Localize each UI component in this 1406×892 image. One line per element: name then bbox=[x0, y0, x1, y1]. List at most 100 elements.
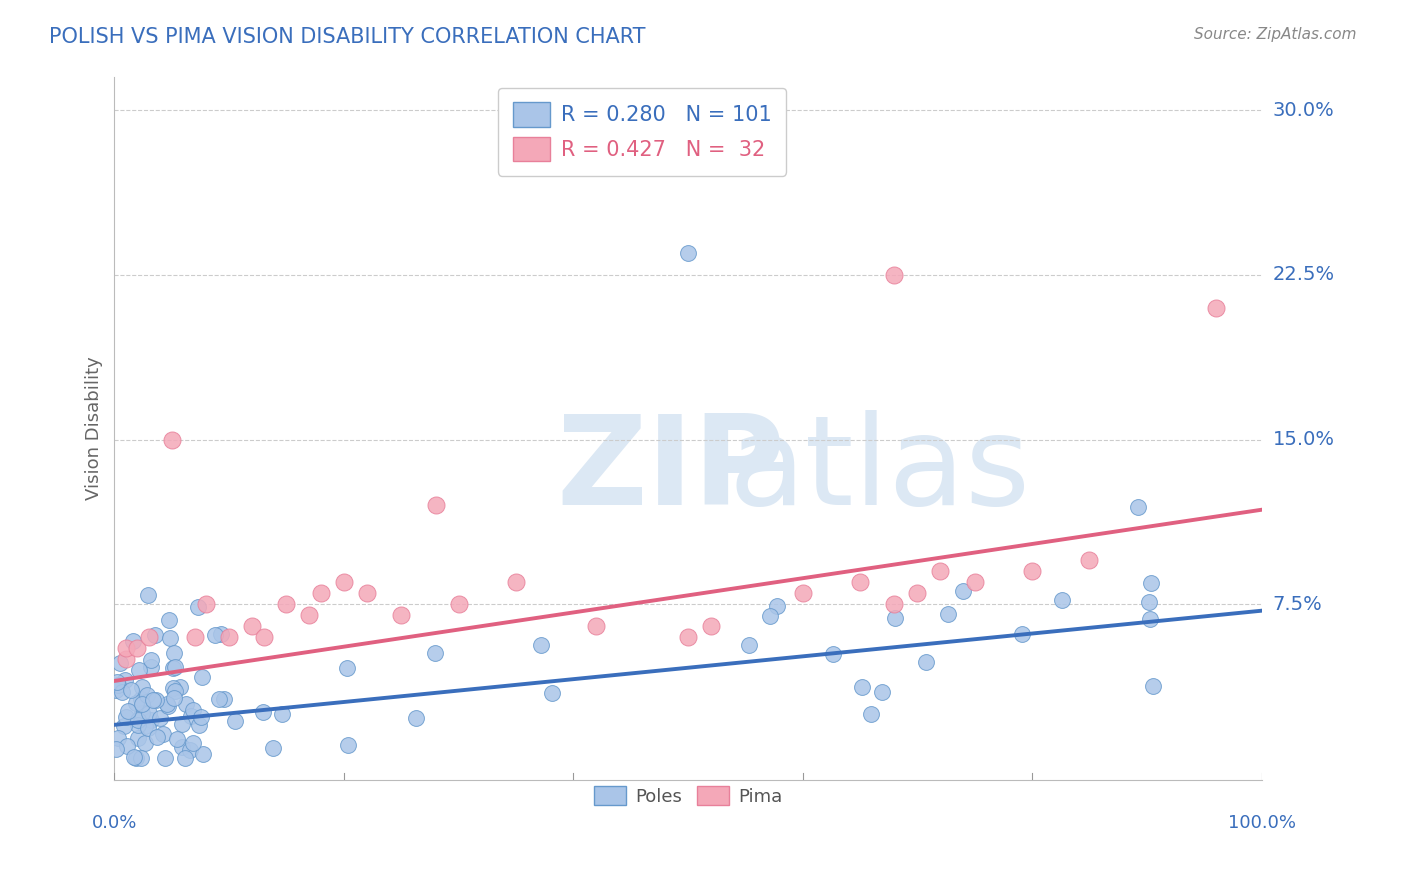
Text: 7.5%: 7.5% bbox=[1272, 595, 1323, 614]
Point bbox=[131, 698, 153, 712]
Text: 30.0%: 30.0% bbox=[1272, 101, 1334, 120]
Point bbox=[204, 628, 226, 642]
Point bbox=[195, 597, 218, 611]
Point bbox=[883, 597, 905, 611]
Point bbox=[162, 681, 184, 696]
Point bbox=[157, 699, 180, 714]
Text: Source: ZipAtlas.com: Source: ZipAtlas.com bbox=[1194, 27, 1357, 42]
Point bbox=[139, 713, 162, 727]
Point bbox=[112, 719, 135, 733]
Point bbox=[309, 586, 332, 600]
Point bbox=[180, 709, 202, 723]
Point bbox=[271, 707, 294, 722]
Point bbox=[134, 718, 156, 732]
Point bbox=[607, 114, 630, 128]
Point bbox=[181, 736, 204, 750]
Point bbox=[963, 575, 986, 590]
Point bbox=[179, 743, 201, 757]
Legend: Poles, Pima: Poles, Pima bbox=[586, 779, 790, 813]
Point bbox=[114, 673, 136, 688]
Point bbox=[1139, 612, 1161, 626]
Point bbox=[336, 661, 359, 675]
Point bbox=[208, 691, 231, 706]
Point bbox=[142, 693, 165, 707]
Point bbox=[738, 639, 761, 653]
Point bbox=[541, 686, 564, 700]
Point bbox=[356, 586, 378, 600]
Point bbox=[163, 660, 186, 674]
Point bbox=[131, 680, 153, 694]
Point bbox=[252, 630, 274, 644]
Point bbox=[160, 433, 183, 447]
Point bbox=[127, 640, 149, 655]
Point bbox=[530, 639, 553, 653]
Point bbox=[929, 564, 952, 578]
Point bbox=[883, 268, 905, 282]
Point bbox=[405, 711, 427, 725]
Point bbox=[108, 656, 131, 670]
Point bbox=[115, 652, 138, 666]
Point bbox=[162, 661, 184, 675]
Point bbox=[104, 682, 127, 697]
Point bbox=[143, 628, 166, 642]
Point bbox=[131, 706, 153, 720]
Point bbox=[129, 750, 152, 764]
Point bbox=[111, 684, 134, 698]
Point bbox=[1128, 500, 1150, 514]
Point bbox=[141, 653, 163, 667]
Point bbox=[176, 698, 198, 712]
Text: 100.0%: 100.0% bbox=[1227, 814, 1295, 832]
Point bbox=[936, 607, 959, 621]
Point bbox=[157, 613, 180, 627]
Point bbox=[676, 246, 699, 260]
Point bbox=[107, 731, 129, 745]
Point bbox=[425, 499, 447, 513]
Point bbox=[162, 691, 184, 706]
Point bbox=[115, 739, 138, 754]
Point bbox=[170, 717, 193, 731]
Point bbox=[585, 619, 607, 633]
Point bbox=[758, 609, 780, 624]
Point bbox=[163, 646, 186, 660]
Point bbox=[505, 575, 527, 590]
Point bbox=[262, 740, 284, 755]
Point bbox=[821, 647, 844, 661]
Point bbox=[125, 696, 148, 710]
Point bbox=[1052, 593, 1074, 607]
Point bbox=[145, 693, 167, 707]
Point bbox=[114, 710, 136, 724]
Point bbox=[120, 682, 142, 697]
Point bbox=[124, 750, 146, 764]
Point bbox=[336, 738, 359, 752]
Y-axis label: Vision Disability: Vision Disability bbox=[86, 357, 103, 500]
Point bbox=[134, 736, 156, 750]
Point bbox=[149, 711, 172, 725]
Point bbox=[159, 631, 181, 645]
Text: atlas: atlas bbox=[728, 410, 1031, 532]
Point bbox=[125, 750, 148, 764]
Point bbox=[152, 727, 174, 741]
Point bbox=[128, 663, 150, 677]
Point bbox=[1137, 595, 1160, 609]
Point bbox=[136, 588, 159, 602]
Point bbox=[191, 747, 214, 761]
Point bbox=[447, 597, 470, 611]
Text: POLISH VS PIMA VISION DISABILITY CORRELATION CHART: POLISH VS PIMA VISION DISABILITY CORRELA… bbox=[49, 27, 645, 46]
Point bbox=[181, 703, 204, 717]
Point bbox=[240, 619, 263, 633]
Point bbox=[209, 627, 232, 641]
Point bbox=[1142, 679, 1164, 693]
Point bbox=[127, 718, 149, 732]
Point bbox=[166, 731, 188, 746]
Point bbox=[1205, 301, 1227, 315]
Point bbox=[1021, 564, 1043, 578]
Point bbox=[212, 692, 235, 706]
Point bbox=[173, 750, 195, 764]
Point bbox=[172, 740, 194, 755]
Point bbox=[156, 697, 179, 711]
Point bbox=[190, 670, 212, 684]
Point bbox=[169, 680, 191, 694]
Point bbox=[914, 655, 936, 669]
Point bbox=[218, 630, 240, 644]
Point bbox=[792, 586, 814, 600]
